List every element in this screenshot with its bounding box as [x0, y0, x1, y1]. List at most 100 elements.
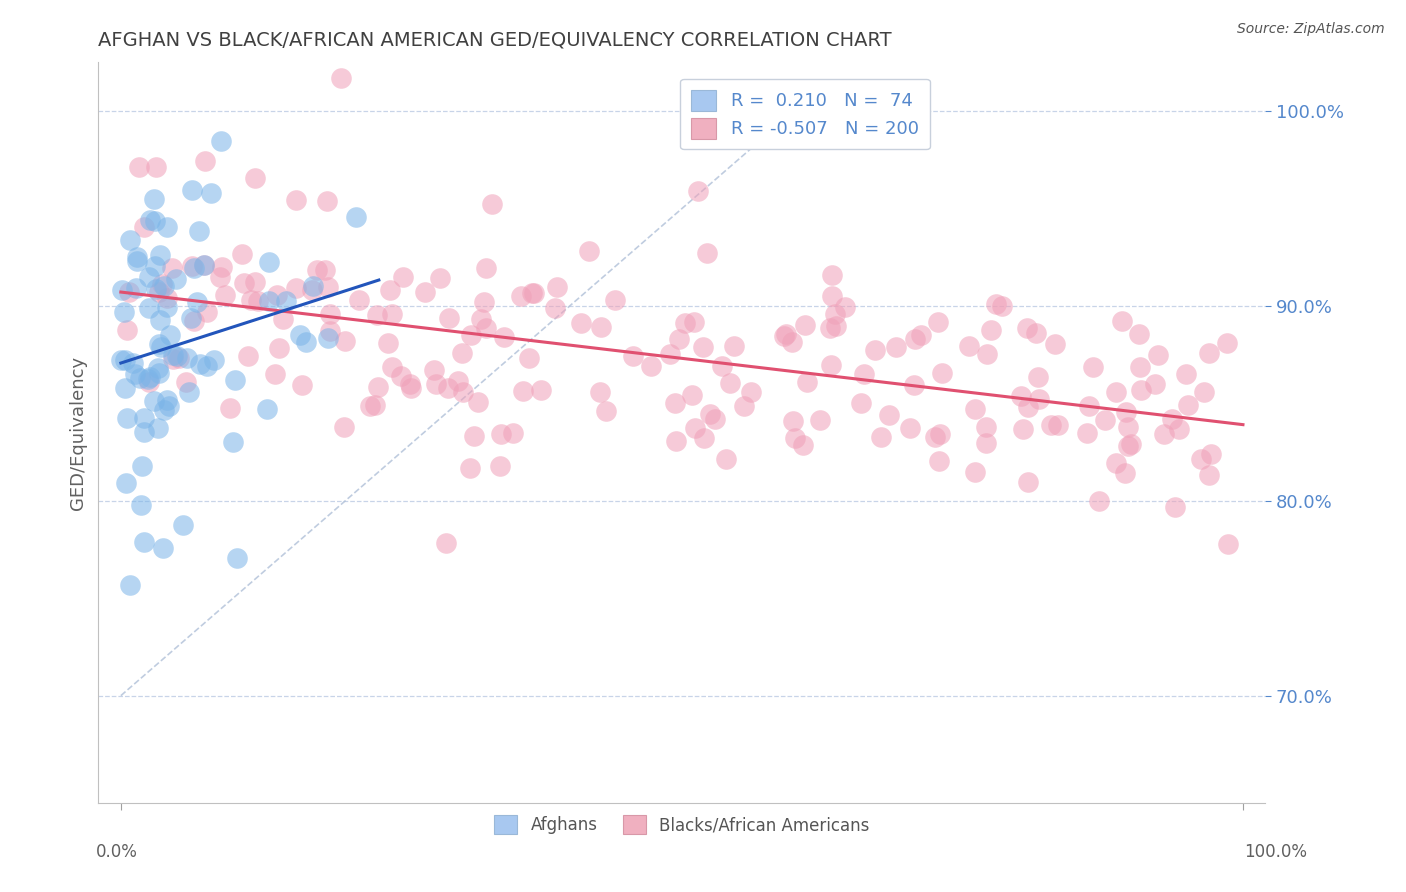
- Point: [316, 279, 339, 293]
- Point: [181, 260, 204, 274]
- Point: [1174, 368, 1197, 382]
- Point: [127, 254, 149, 268]
- Point: [256, 401, 278, 416]
- Point: [517, 351, 540, 366]
- Point: [243, 275, 266, 289]
- Point: [1121, 436, 1143, 450]
- Point: [785, 431, 807, 445]
- Point: [209, 270, 232, 285]
- Point: [364, 398, 387, 412]
- Point: [112, 305, 135, 319]
- Point: [681, 387, 703, 401]
- Point: [150, 277, 173, 291]
- Point: [820, 320, 842, 334]
- Point: [928, 453, 950, 467]
- Point: [132, 220, 155, 235]
- Text: 0.0%: 0.0%: [96, 843, 138, 861]
- Point: [1025, 326, 1047, 341]
- Point: [148, 367, 170, 381]
- Point: [683, 315, 706, 329]
- Point: [1047, 418, 1070, 433]
- Point: [1194, 384, 1216, 399]
- Point: [193, 258, 215, 272]
- Point: [315, 194, 337, 208]
- Point: [172, 517, 194, 532]
- Point: [1116, 420, 1139, 434]
- Point: [1129, 359, 1152, 374]
- Point: [595, 403, 617, 417]
- Point: [399, 377, 422, 392]
- Point: [436, 381, 458, 395]
- Point: [1017, 400, 1039, 414]
- Point: [233, 277, 256, 291]
- Point: [319, 307, 342, 321]
- Point: [183, 261, 205, 276]
- Point: [451, 384, 474, 399]
- Point: [222, 434, 245, 449]
- Point: [193, 258, 215, 272]
- Point: [793, 318, 815, 332]
- Point: [1081, 360, 1104, 375]
- Point: [963, 466, 986, 480]
- Point: [460, 327, 482, 342]
- Point: [665, 434, 688, 449]
- Point: [149, 248, 172, 262]
- Point: [704, 412, 727, 426]
- Point: [1164, 500, 1187, 514]
- Point: [714, 452, 737, 467]
- Point: [699, 407, 721, 421]
- Point: [425, 376, 447, 391]
- Point: [305, 263, 328, 277]
- Point: [273, 311, 295, 326]
- Point: [711, 359, 734, 373]
- Point: [246, 293, 269, 308]
- Point: [129, 498, 152, 512]
- Text: 100.0%: 100.0%: [1244, 843, 1308, 861]
- Point: [124, 367, 146, 381]
- Point: [603, 293, 626, 308]
- Point: [188, 357, 211, 371]
- Point: [245, 170, 267, 185]
- Point: [1043, 336, 1066, 351]
- Point: [389, 368, 412, 383]
- Point: [931, 367, 953, 381]
- Point: [115, 410, 138, 425]
- Point: [149, 340, 172, 354]
- Point: [165, 272, 187, 286]
- Point: [796, 375, 818, 389]
- Point: [664, 396, 686, 410]
- Point: [463, 429, 485, 443]
- Point: [415, 285, 437, 299]
- Point: [266, 287, 288, 301]
- Point: [870, 430, 893, 444]
- Point: [319, 324, 342, 338]
- Point: [903, 377, 925, 392]
- Point: [1111, 314, 1133, 328]
- Point: [186, 294, 208, 309]
- Point: [1198, 467, 1220, 482]
- Point: [685, 421, 707, 435]
- Point: [132, 425, 155, 440]
- Point: [1026, 369, 1049, 384]
- Point: [546, 280, 568, 294]
- Point: [447, 375, 470, 389]
- Point: [381, 360, 404, 375]
- Point: [381, 307, 404, 321]
- Point: [301, 283, 323, 297]
- Point: [166, 349, 188, 363]
- Point: [1201, 447, 1223, 461]
- Point: [510, 289, 533, 303]
- Point: [1198, 346, 1220, 360]
- Point: [991, 299, 1014, 313]
- Point: [134, 411, 156, 425]
- Point: [1128, 326, 1150, 341]
- Point: [176, 351, 198, 365]
- Point: [470, 312, 492, 326]
- Point: [110, 352, 132, 367]
- Point: [392, 269, 415, 284]
- Point: [1094, 413, 1116, 427]
- Point: [344, 210, 367, 224]
- Point: [723, 339, 745, 353]
- Point: [183, 314, 205, 328]
- Point: [1078, 399, 1101, 413]
